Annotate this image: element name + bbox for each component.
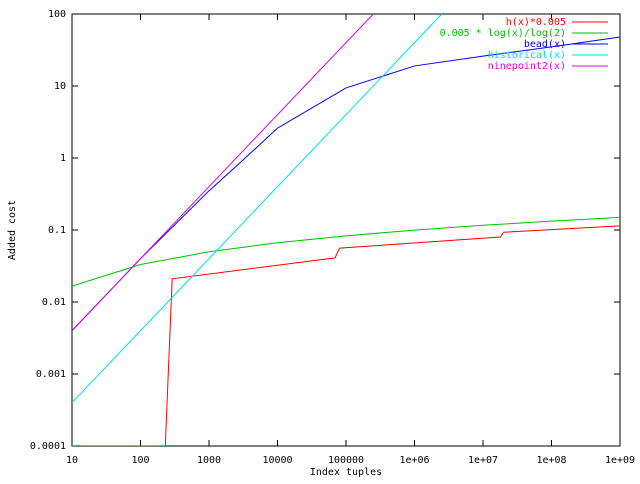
legend-label: historical(x) <box>488 50 566 61</box>
x-tick-label: 100000 <box>328 455 364 466</box>
y-tick-label: 1 <box>60 153 66 164</box>
legend-label: ninepoint2(x) <box>488 61 566 72</box>
x-tick-label: 1e+09 <box>605 455 635 466</box>
y-axis-label: Added cost <box>7 200 18 260</box>
y-tick-label: 100 <box>48 9 66 20</box>
x-tick-label: 100 <box>131 455 149 466</box>
series-line <box>72 216 620 287</box>
legend-label: bead(x) <box>524 39 566 50</box>
x-axis-label: Index tuples <box>310 467 382 478</box>
x-tick-label: 1000 <box>197 455 221 466</box>
series-line <box>72 225 620 446</box>
series-line <box>72 36 620 331</box>
x-tick-label: 10 <box>66 455 78 466</box>
y-tick-label: 0.0001 <box>30 441 66 452</box>
y-tick-label: 10 <box>54 81 66 92</box>
legend-label: 0.005 * log(x)/log(2) <box>440 28 566 39</box>
x-tick-label: 1e+07 <box>468 455 498 466</box>
x-tick-label: 10000 <box>262 455 292 466</box>
legend-label: h(x)*0.005 <box>506 17 566 28</box>
x-tick-label: 1e+08 <box>536 455 566 466</box>
y-tick-label: 0.001 <box>36 369 66 380</box>
series-line <box>72 14 443 403</box>
series-line <box>72 14 374 331</box>
y-tick-label: 0.01 <box>42 297 66 308</box>
x-tick-label: 1e+06 <box>399 455 429 466</box>
y-tick-label: 0.1 <box>48 225 66 236</box>
